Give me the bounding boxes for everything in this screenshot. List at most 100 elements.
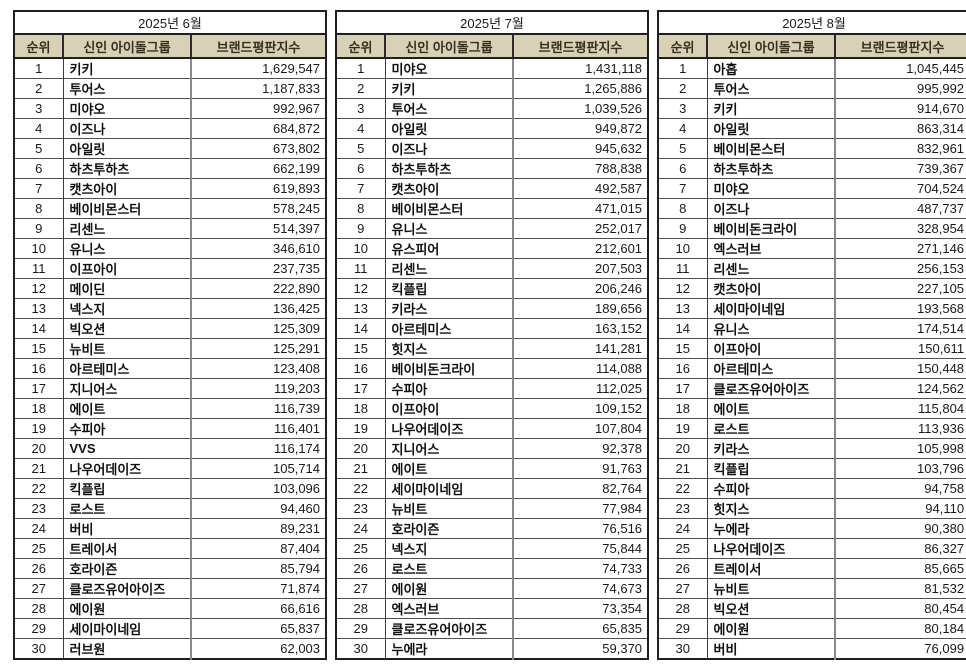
table-row: 11 이프아이 237,735 — [14, 258, 327, 279]
table-row: 7 미야오 704,524 — [658, 178, 966, 199]
table-row: 29 에이원 80,184 — [658, 618, 966, 639]
rank-cell: 23 — [658, 498, 708, 519]
table-row: 18 이프아이 109,152 — [336, 398, 649, 419]
table-row: 7 캣츠아이 619,893 — [14, 178, 327, 199]
table-row: 18 에이트 115,804 — [658, 398, 966, 419]
table-row: 23 뉴비트 77,984 — [336, 498, 649, 519]
table-row: 26 호라이즌 85,794 — [14, 558, 327, 579]
group-name-cell: 이즈나 — [707, 198, 837, 219]
rank-cell: 19 — [336, 418, 386, 439]
table-row: 3 투어스 1,039,526 — [336, 98, 649, 119]
index-value-cell: 92,378 — [513, 438, 649, 459]
index-value-cell: 673,802 — [191, 138, 327, 159]
rank-cell: 25 — [658, 538, 708, 559]
rank-cell: 29 — [658, 618, 708, 639]
group-name-cell: 미야오 — [63, 98, 192, 119]
group-name-cell: 메이딘 — [63, 278, 192, 299]
rank-cell: 15 — [14, 338, 64, 359]
index-value-cell: 115,804 — [835, 398, 966, 419]
rank-cell: 10 — [658, 238, 708, 259]
rank-cell: 4 — [658, 118, 708, 139]
group-name-cell: 하츠투하츠 — [385, 158, 515, 179]
table-row: 30 누에라 59,370 — [336, 638, 649, 659]
table-row: 30 러브원 62,003 — [14, 638, 327, 659]
table-row: 22 수피아 94,758 — [658, 478, 966, 499]
rank-cell: 29 — [336, 618, 386, 639]
group-name-cell: 이프아이 — [385, 398, 515, 419]
group-name-cell: 투어스 — [63, 78, 192, 99]
group-name-cell: 베이비돈크라이 — [707, 218, 837, 239]
group-name-cell: 키키 — [385, 78, 515, 99]
table-row: 10 유스피어 212,601 — [336, 238, 649, 259]
index-value-cell: 271,146 — [835, 238, 966, 259]
rank-cell: 14 — [14, 318, 64, 339]
rank-cell: 28 — [336, 598, 386, 619]
index-value-cell: 103,096 — [191, 478, 327, 499]
table-row: 15 힛지스 141,281 — [336, 338, 649, 359]
index-value-cell: 87,404 — [191, 538, 327, 559]
rank-cell: 25 — [14, 538, 64, 559]
index-value-cell: 80,184 — [835, 618, 966, 639]
group-name-cell: 에이원 — [385, 578, 515, 599]
rank-cell: 9 — [336, 218, 386, 239]
index-value-cell: 492,587 — [513, 178, 649, 199]
group-name-cell: 키라스 — [385, 298, 515, 319]
index-value-cell: 123,408 — [191, 358, 327, 379]
group-name-cell: 클로즈유어아이즈 — [385, 618, 515, 639]
table-row: 20 VVS 116,174 — [14, 438, 327, 459]
group-name-cell: 지니어스 — [385, 438, 515, 459]
index-value-cell: 119,203 — [191, 378, 327, 399]
group-name-cell: 트레이서 — [707, 558, 837, 579]
table-row: 15 이프아이 150,611 — [658, 338, 966, 359]
table-row: 1 미야오 1,431,118 — [336, 57, 649, 79]
group-name-cell: 뉴비트 — [63, 338, 192, 359]
index-value-cell: 206,246 — [513, 278, 649, 299]
month-header-row: 2025년 7월 — [336, 11, 649, 35]
rank-cell: 6 — [14, 158, 64, 179]
rank-cell: 9 — [14, 218, 64, 239]
group-name-cell: 키키 — [707, 98, 837, 119]
table-row: 19 로스트 113,936 — [658, 418, 966, 439]
table-row: 19 나우어데이즈 107,804 — [336, 418, 649, 439]
rank-cell: 24 — [336, 518, 386, 539]
group-name-cell: 뉴비트 — [385, 498, 515, 519]
group-name-cell: 수피아 — [385, 378, 515, 399]
rank-cell: 16 — [336, 358, 386, 379]
index-value-cell: 80,454 — [835, 598, 966, 619]
index-value-cell: 124,562 — [835, 378, 966, 399]
group-name-cell: 넥스지 — [63, 298, 192, 319]
group-name-cell: 아르테미스 — [385, 318, 515, 339]
table-row: 28 빅오션 80,454 — [658, 598, 966, 619]
rank-cell: 4 — [14, 118, 64, 139]
group-name-cell: 세이마이네임 — [707, 298, 837, 319]
rank-cell: 21 — [336, 458, 386, 479]
rank-cell: 11 — [14, 258, 64, 279]
table-row: 13 넥스지 136,425 — [14, 298, 327, 319]
column-header-rank: 순위 — [14, 34, 63, 59]
group-name-cell: 킥플립 — [707, 458, 837, 479]
group-name-cell: 엑스러브 — [385, 598, 515, 619]
rank-cell: 13 — [658, 298, 708, 319]
rank-cell: 2 — [658, 78, 708, 99]
table-row: 8 베이비몬스터 471,015 — [336, 198, 649, 219]
rank-cell: 15 — [658, 338, 708, 359]
rank-cell: 30 — [658, 638, 708, 659]
index-value-cell: 85,665 — [835, 558, 966, 579]
table-row: 29 클로즈유어아이즈 65,835 — [336, 618, 649, 639]
rank-cell: 18 — [336, 398, 386, 419]
rank-cell: 21 — [658, 458, 708, 479]
table-row: 9 베이비돈크라이 328,954 — [658, 218, 966, 239]
group-name-cell: 아르테미스 — [707, 358, 837, 379]
rank-cell: 2 — [336, 78, 386, 99]
group-name-cell: 로스트 — [707, 418, 837, 439]
group-name-cell: 투어스 — [385, 98, 515, 119]
group-name-cell: 아홉 — [707, 57, 837, 79]
table-row: 22 세이마이네임 82,764 — [336, 478, 649, 499]
index-value-cell: 91,763 — [513, 458, 649, 479]
group-name-cell: 아일릿 — [707, 118, 837, 139]
month-title: 2025년 7월 — [336, 11, 649, 35]
table-row: 17 지니어스 119,203 — [14, 378, 327, 399]
group-name-cell: 베이비몬스터 — [707, 138, 837, 159]
rank-cell: 20 — [14, 438, 64, 459]
table-row: 8 이즈나 487,737 — [658, 198, 966, 219]
